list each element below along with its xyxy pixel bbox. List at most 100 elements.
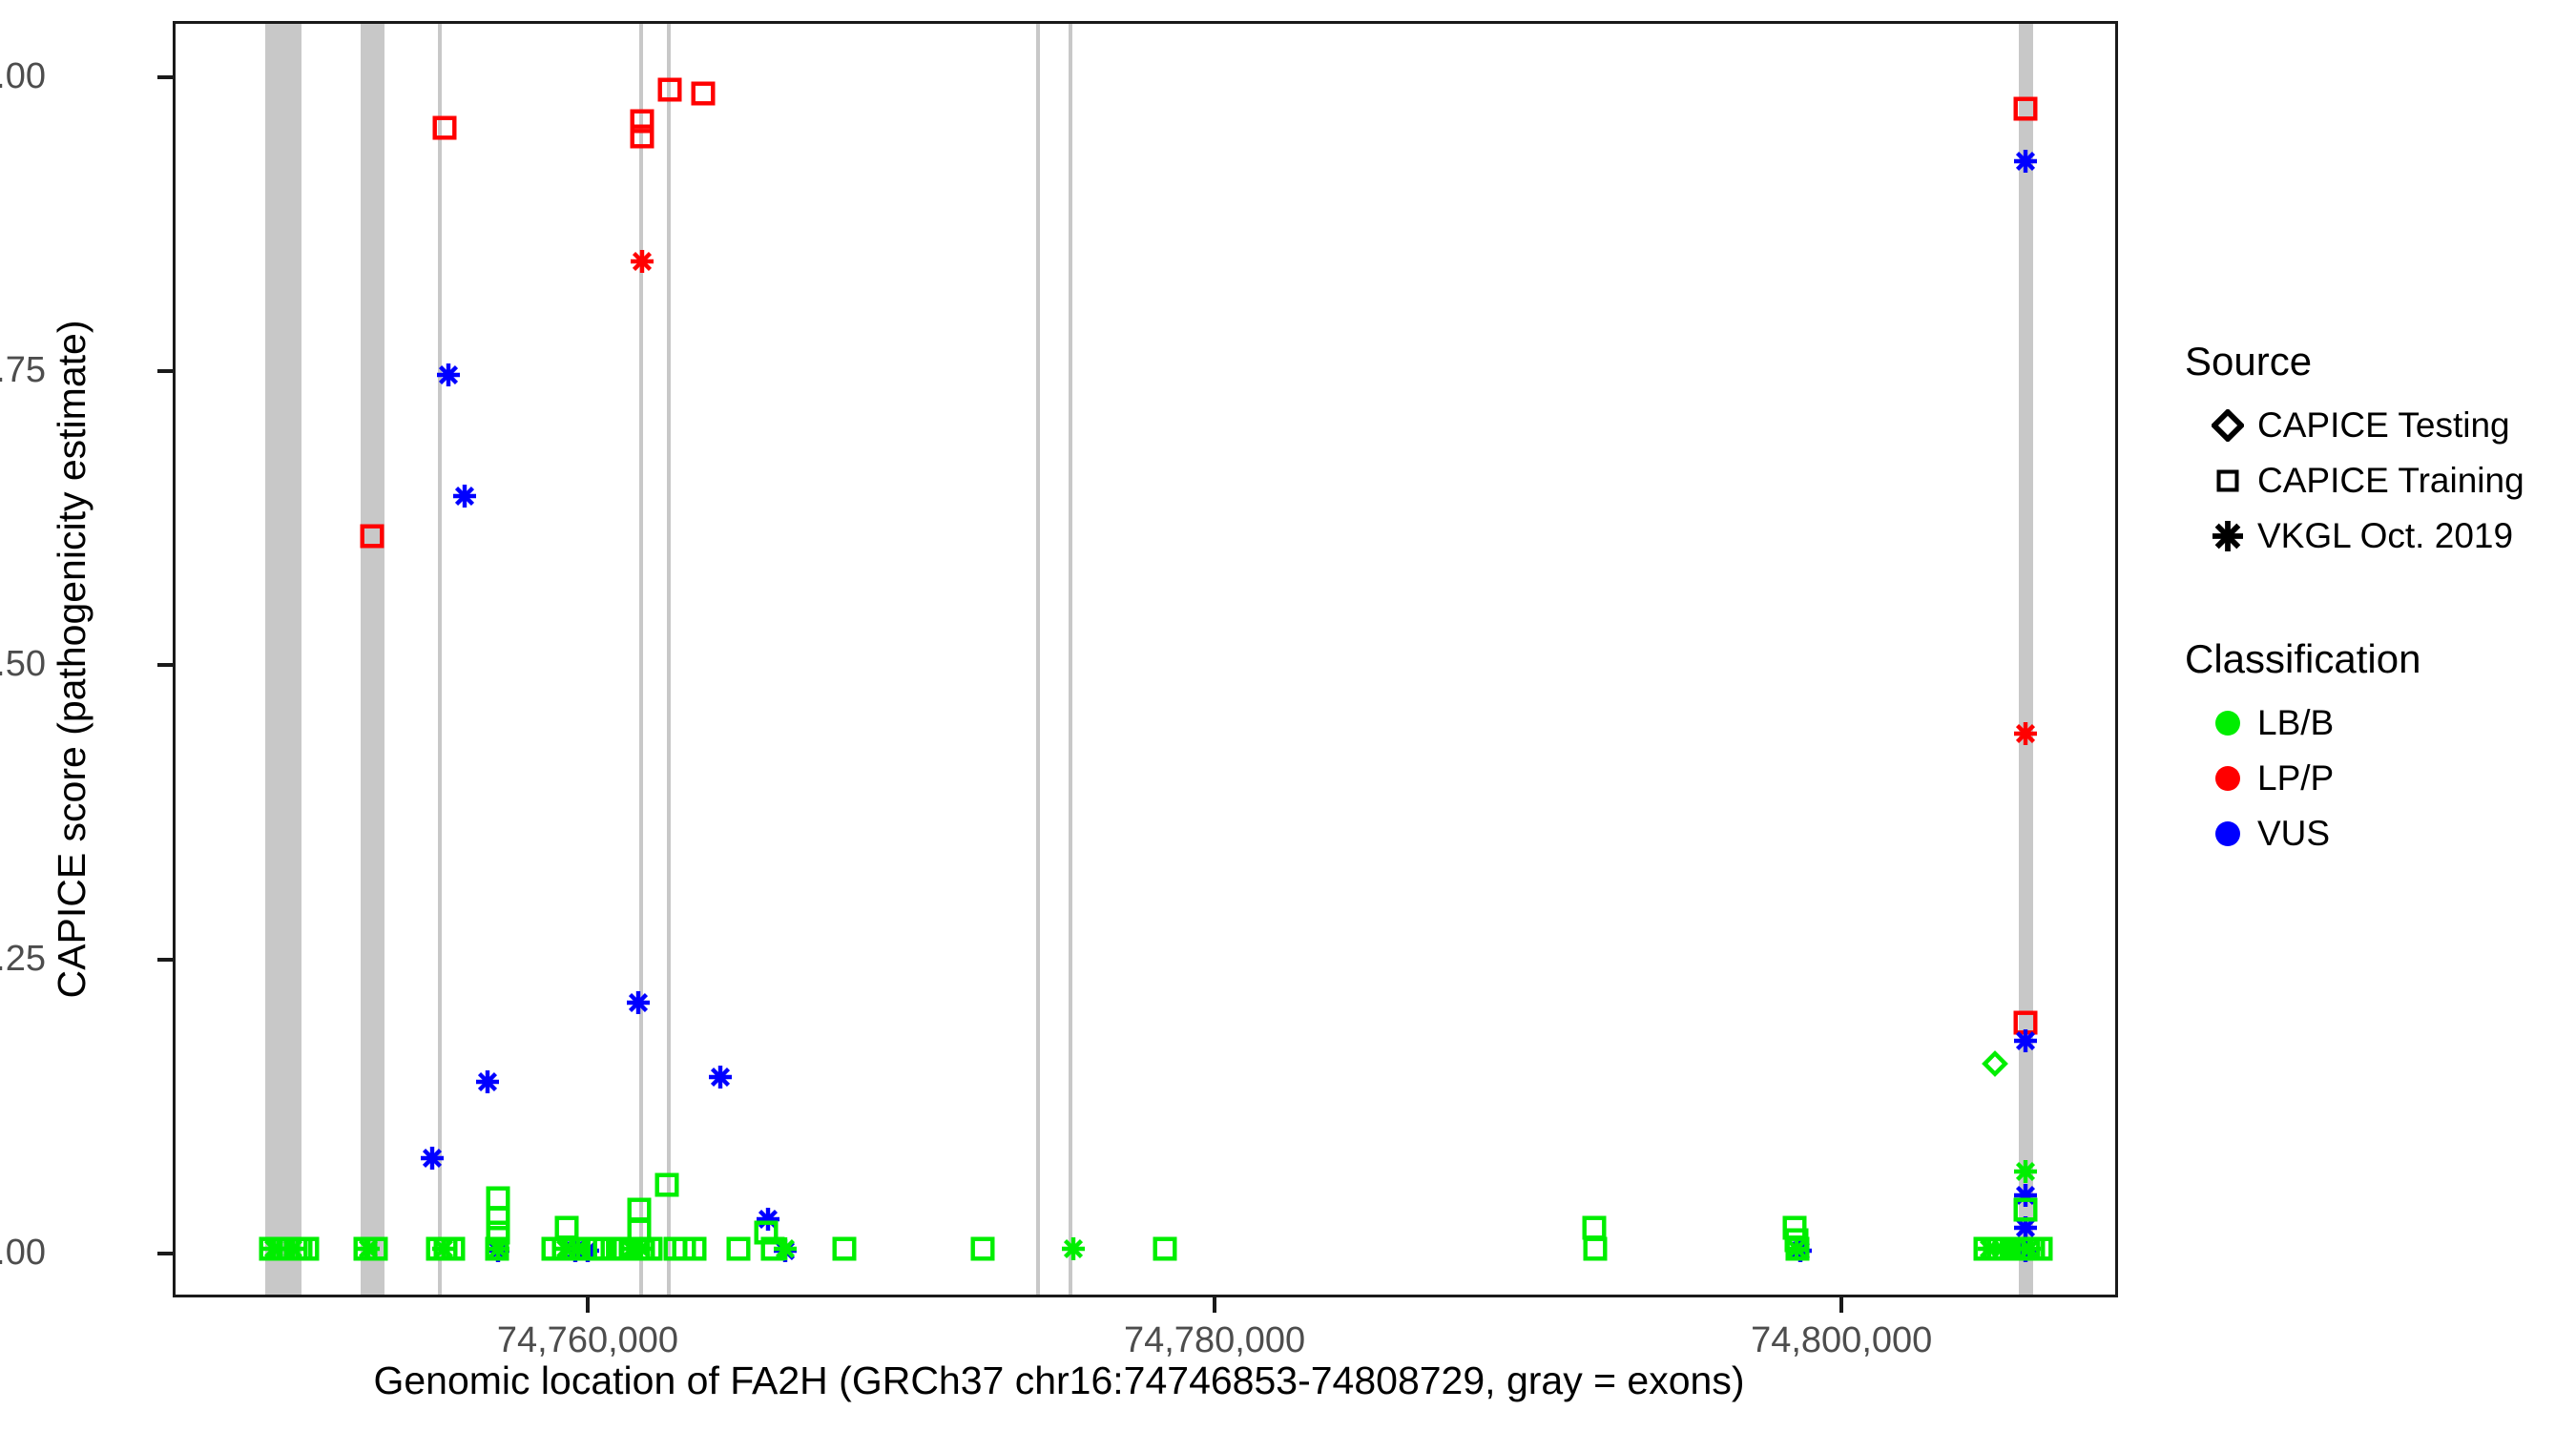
exon-band xyxy=(1035,24,1040,1295)
legend-item-label: LP/P xyxy=(2257,758,2335,798)
data-point-square-lpp xyxy=(432,115,457,140)
legend-key-icon xyxy=(2198,409,2257,442)
legend-key-icon xyxy=(2198,765,2257,792)
data-point-asterisk-vus xyxy=(486,1238,510,1263)
exon-band xyxy=(639,24,644,1295)
legend-key-icon xyxy=(2198,820,2257,847)
data-point-square-lbb xyxy=(970,1236,995,1261)
data-point-square-lbb xyxy=(592,1236,617,1261)
y-tick-mark xyxy=(157,368,173,373)
exon-band xyxy=(1068,24,1072,1295)
data-point-square-lbb xyxy=(486,1220,510,1245)
chart-legend: Source CAPICE Testing CAPICE Training VKGL… xyxy=(2185,339,2566,861)
legend-group-source: CAPICE Testing CAPICE Training VKGL Oct. 2… xyxy=(2185,398,2566,564)
exon-band xyxy=(667,24,672,1295)
data-point-asterisk-lbb xyxy=(1061,1236,1086,1261)
legend-item-capice-training[interactable]: CAPICE Training xyxy=(2198,453,2566,508)
data-point-asterisk-lbb xyxy=(773,1236,798,1261)
data-point-square-lbb xyxy=(600,1236,625,1261)
exon-band xyxy=(437,24,442,1295)
data-point-square-lbb xyxy=(554,1215,579,1240)
legend-item-label: LB/B xyxy=(2257,703,2335,742)
data-point-square-lbb xyxy=(726,1236,751,1261)
x-tick-mark xyxy=(1213,1297,1217,1313)
legend-key-icon xyxy=(2198,469,2257,492)
exon-band xyxy=(264,24,302,1295)
data-point-asterisk-lbb xyxy=(486,1236,510,1261)
y-tick-mark xyxy=(157,74,173,79)
data-point-square-lbb xyxy=(551,1236,576,1261)
x-tick-mark xyxy=(585,1297,590,1313)
legend-item-label: VUS xyxy=(2257,814,2331,853)
legend-item-lp-p[interactable]: LP/P xyxy=(2198,751,2566,806)
data-point-square-lbb xyxy=(486,1186,510,1211)
data-point-asterisk-vus xyxy=(563,1238,588,1263)
data-point-square-lbb xyxy=(541,1236,566,1261)
data-point-square-lbb xyxy=(672,1236,696,1261)
y-tick-label: 0.00 xyxy=(0,1232,46,1273)
data-point-square-lbb xyxy=(1153,1236,1177,1261)
data-point-square-lbb xyxy=(433,1236,458,1261)
data-point-square-lbb xyxy=(754,1220,779,1245)
data-point-asterisk-lbb xyxy=(1784,1236,1809,1261)
y-tick-label: 0.75 xyxy=(0,349,46,390)
data-point-square-lbb xyxy=(832,1236,857,1261)
y-tick-mark xyxy=(157,1251,173,1255)
y-tick-label: 0.50 xyxy=(0,644,46,685)
x-tick-label: 74,800,000 xyxy=(1751,1320,1933,1360)
x-tick-label: 74,760,000 xyxy=(496,1320,679,1360)
legend-item-label: CAPICE Training xyxy=(2257,461,2524,500)
data-point-square-lbb xyxy=(1983,1236,2007,1261)
data-point-square-lbb xyxy=(586,1236,611,1261)
legend-item-label: CAPICE Testing xyxy=(2257,405,2510,445)
data-point-square-lbb xyxy=(485,1236,509,1261)
data-point-square-lbb xyxy=(682,1236,707,1261)
x-tick-label: 74,780,000 xyxy=(1123,1320,1306,1360)
data-point-asterisk-vus xyxy=(708,1065,733,1089)
x-axis-title: Genomic location of FA2H (GRCh37 chr16:7… xyxy=(373,1358,1745,1402)
legend-item-capice-testing[interactable]: CAPICE Testing xyxy=(2198,398,2566,453)
data-point-asterisk-lbb xyxy=(431,1236,456,1261)
data-point-square-lbb xyxy=(609,1236,634,1261)
legend-key-icon xyxy=(2198,520,2257,552)
legend-title-classification: Classification xyxy=(2185,636,2421,681)
data-point-square-lpp xyxy=(691,81,716,106)
data-point-asterisk-vus xyxy=(575,1238,600,1263)
data-point-square-lbb xyxy=(626,1236,651,1261)
data-point-asterisk-vus xyxy=(452,484,477,508)
y-tick-mark xyxy=(157,957,173,962)
data-point-asterisk-vus xyxy=(773,1238,798,1263)
data-point-square-lbb xyxy=(441,1236,466,1261)
exon-band xyxy=(360,24,385,1295)
data-point-asterisk-lbb xyxy=(1977,1236,2002,1261)
legend-item-lb-b[interactable]: LB/B xyxy=(2198,695,2566,751)
data-point-square-lbb xyxy=(1973,1236,1998,1261)
data-point-square-lbb xyxy=(1785,1236,1810,1261)
data-point-square-lbb xyxy=(486,1206,510,1231)
data-point-square-lbb xyxy=(1782,1215,1807,1240)
plot-panel xyxy=(173,21,2118,1297)
y-axis-title: CAPICE score (pathogenicity estimate) xyxy=(50,320,93,999)
x-tick-mark xyxy=(1839,1297,1844,1313)
legend-key-icon xyxy=(2198,710,2257,736)
data-point-diamond-lbb xyxy=(1982,1050,2009,1078)
data-point-square-lbb xyxy=(1992,1236,2017,1261)
data-point-asterisk-vus xyxy=(1788,1238,1813,1263)
legend-title-source: Source xyxy=(2185,339,2313,384)
legend-group-classification: LB/B LP/P VUS xyxy=(2185,695,2566,861)
plot-area xyxy=(176,24,2115,1295)
exon-band xyxy=(2018,24,2034,1295)
data-point-asterisk-vus xyxy=(756,1207,780,1232)
data-point-asterisk-lbb xyxy=(566,1236,591,1261)
legend-item-vus[interactable]: VUS xyxy=(2198,806,2566,861)
data-point-square-lbb xyxy=(1582,1215,1607,1240)
data-point-square-lbb xyxy=(562,1236,587,1261)
data-point-asterisk-lbb xyxy=(1989,1236,2014,1261)
y-tick-label: 0.25 xyxy=(0,938,46,979)
y-tick-label: 1.00 xyxy=(0,55,46,96)
data-point-square-lbb xyxy=(1583,1236,1608,1261)
data-point-asterisk-lbb xyxy=(553,1236,578,1261)
data-point-asterisk-vus xyxy=(475,1069,500,1094)
legend-item-vkgl-oct-2019[interactable]: VKGL Oct. 2019 xyxy=(2198,508,2566,564)
